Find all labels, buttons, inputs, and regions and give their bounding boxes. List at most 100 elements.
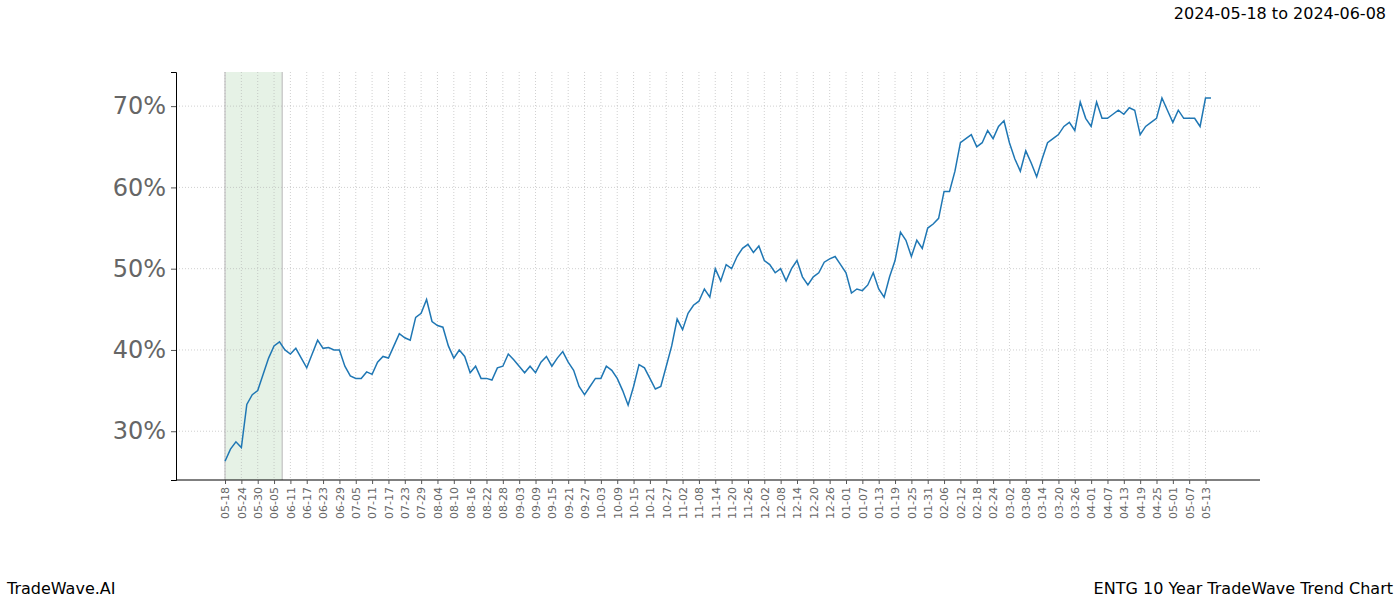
x-tick-mark — [879, 480, 880, 484]
x-tick-label: 02-12 — [955, 487, 968, 519]
x-tick-label: 09-03 — [514, 487, 527, 519]
x-tick: 10-15 — [628, 480, 641, 519]
x-tick-label: 06-23 — [317, 487, 330, 519]
x-tick: 10-03 — [595, 480, 608, 519]
x-tick: 04-13 — [1118, 480, 1131, 519]
x-tick-label: 04-07 — [1102, 487, 1115, 519]
x-tick-mark — [1140, 480, 1141, 484]
grid-line-x — [649, 72, 650, 480]
x-tick-mark — [405, 480, 406, 484]
x-tick-mark — [454, 480, 455, 484]
x-tick-label: 09-15 — [546, 487, 559, 519]
x-tick: 08-22 — [481, 480, 494, 519]
x-tick-mark — [666, 480, 667, 484]
x-tick-label: 02-24 — [987, 487, 1000, 519]
grid-line-x — [878, 72, 879, 480]
y-tick-label: 40% — [113, 336, 166, 364]
x-tick: 06-29 — [334, 480, 347, 519]
x-tick-label: 03-14 — [1036, 487, 1049, 519]
x-tick-mark — [1157, 480, 1158, 484]
x-tick-label: 04-01 — [1085, 487, 1098, 519]
grid-line-x — [1091, 72, 1092, 480]
x-tick: 09-21 — [563, 480, 576, 519]
grid-line-x — [666, 72, 667, 480]
y-tick: 30% — [113, 417, 176, 445]
x-tick: 01-01 — [840, 480, 853, 519]
x-tick-label: 11-26 — [742, 487, 755, 519]
grid-line-x — [731, 72, 732, 480]
y-axis: 30%40%50%60%70% — [113, 73, 177, 481]
grid-line-x — [633, 72, 634, 480]
x-tick-mark — [372, 480, 373, 484]
grid-line-x — [372, 72, 373, 480]
grid-line-x — [927, 72, 928, 480]
x-tick-label: 03-02 — [1004, 487, 1017, 519]
x-tick-mark — [503, 480, 504, 484]
x-tick-label: 09-09 — [530, 487, 543, 519]
highlight-band — [225, 72, 282, 480]
x-tick-label: 01-31 — [922, 487, 935, 519]
x-tick-label: 11-20 — [726, 487, 739, 519]
x-tick-label: 11-08 — [693, 487, 706, 519]
grid-line-x — [470, 72, 471, 480]
x-tick-mark — [944, 480, 945, 484]
x-tick-label: 08-22 — [481, 487, 494, 519]
x-tick-label: 01-25 — [906, 487, 919, 519]
x-tick-label: 09-27 — [579, 487, 592, 519]
grid-line-x — [290, 72, 291, 480]
y-tick: 50% — [113, 255, 176, 283]
x-tick-mark — [993, 480, 994, 484]
x-tick-label: 06-29 — [334, 487, 347, 519]
x-tick-mark — [911, 480, 912, 484]
x-tick-label: 04-25 — [1151, 487, 1164, 519]
trend-line — [225, 98, 1211, 461]
y-tick-mark — [171, 431, 176, 432]
x-tick-label: 08-28 — [497, 487, 510, 519]
x-tick-label: 11-14 — [710, 487, 723, 519]
x-tick: 08-04 — [432, 480, 445, 519]
grid-line-x — [1172, 72, 1173, 480]
x-tick-mark — [421, 480, 422, 484]
x-tick-label: 10-27 — [661, 487, 674, 519]
x-tick-label: 06-11 — [285, 487, 298, 519]
grid-line-x — [1205, 72, 1206, 480]
x-tick: 08-10 — [448, 480, 461, 519]
x-tick-mark — [617, 480, 618, 484]
grid-line-x — [715, 72, 716, 480]
x-tick-mark — [1009, 480, 1010, 484]
x-tick: 04-07 — [1102, 480, 1115, 519]
highlight-edge — [224, 72, 226, 480]
grid-line-x — [355, 72, 356, 480]
x-tick-mark — [928, 480, 929, 484]
grid-line-y — [176, 431, 1260, 432]
x-tick-mark — [1042, 480, 1043, 484]
grid-line-y — [176, 268, 1260, 269]
x-tick-label: 01-19 — [889, 487, 902, 519]
y-tick-mark — [171, 269, 176, 270]
x-tick: 11-02 — [677, 480, 690, 519]
x-tick-mark — [960, 480, 961, 484]
y-tick-mark — [171, 350, 176, 351]
x-tick-label: 08-04 — [432, 487, 445, 519]
x-tick-mark — [486, 480, 487, 484]
highlight-edge — [281, 72, 283, 480]
x-tick: 01-19 — [889, 480, 902, 519]
x-tick-mark — [388, 480, 389, 484]
grid-line-x — [617, 72, 618, 480]
x-tick-label: 09-21 — [563, 487, 576, 519]
plot-area — [225, 98, 1211, 461]
grid-line-x — [1042, 72, 1043, 480]
x-tick: 05-01 — [1167, 480, 1180, 519]
x-tick-mark — [977, 480, 978, 484]
x-tick-mark — [290, 480, 291, 484]
x-tick: 03-02 — [1004, 480, 1017, 519]
x-tick-mark — [830, 480, 831, 484]
x-tick: 11-26 — [742, 480, 755, 519]
x-tick-label: 03-08 — [1020, 487, 1033, 519]
x-tick: 08-16 — [465, 480, 478, 519]
grid-line-x — [764, 72, 765, 480]
x-tick-mark — [1124, 480, 1125, 484]
x-tick: 09-03 — [514, 480, 527, 519]
x-tick: 12-20 — [808, 480, 821, 519]
x-tick-label: 06-05 — [268, 487, 281, 519]
